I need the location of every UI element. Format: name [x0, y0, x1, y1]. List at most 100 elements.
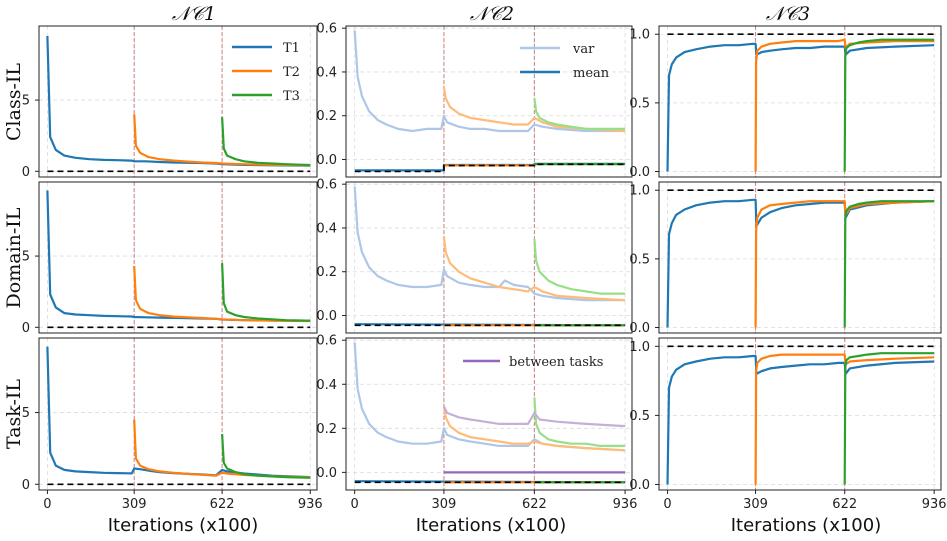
column-title-nc3: 𝒩𝒞3: [766, 3, 810, 25]
x-tick-label: 622: [522, 497, 547, 512]
panel-nc1-task-il: 0 5 0 309 622 936: [22, 337, 323, 512]
x-tick-label: 0: [351, 497, 359, 512]
legend-label-t1: T1: [283, 41, 300, 56]
x-axis-label-nc1: Iterations (x100): [108, 515, 259, 536]
x-tick-label: 622: [210, 497, 235, 512]
y-tick-label: 0.5: [629, 252, 650, 267]
x-axis-label-nc3: Iterations (x100): [731, 515, 882, 536]
y-tick-label: 0.2: [316, 109, 337, 124]
plot-frame: [38, 181, 318, 334]
panel-nc1-domain-il: 05: [22, 181, 318, 336]
x-axis-label-nc2: Iterations (x100): [416, 515, 567, 536]
panel-nc1-class-il: 05: [22, 25, 318, 180]
y-tick-label: 0.5: [629, 96, 650, 111]
plot-frame: [345, 337, 633, 491]
plot-area: [353, 30, 626, 173]
y-tick-label: 5: [22, 406, 30, 421]
y-tick-label: 0: [22, 321, 30, 336]
x-tick-label: 936: [298, 497, 323, 512]
series-line-t3: [221, 263, 311, 322]
panel-nc2-domain-il: 0.0 0.2 0.4 0.6: [316, 178, 633, 334]
y-tick-label: 0.6: [316, 22, 337, 37]
legend-label-between-tasks: between tasks: [509, 355, 603, 370]
panel-nc3-domain-il: 0.0 0.5 1.0: [629, 181, 942, 336]
column-title-nc1: 𝒩𝒞1: [172, 3, 216, 25]
plot-area: [46, 346, 311, 486]
series-line-t1: [46, 35, 311, 167]
row-title-domain-il: Domain-IL: [3, 207, 25, 308]
series-line-var-t1: [353, 30, 626, 133]
plot-frame: [38, 25, 318, 178]
x-tick-label: 622: [832, 497, 857, 512]
column-title-nc2: 𝒩𝒞2: [470, 3, 514, 25]
plot-frame: [658, 181, 942, 334]
y-tick-label: 0.2: [316, 265, 337, 280]
series-line-t3: [221, 117, 311, 167]
y-tick-label: 0.2: [316, 422, 337, 437]
series-line-var-t3: [533, 238, 626, 295]
y-tick-label: 0.0: [316, 466, 337, 481]
panel-nc2-class-il: 0.0 0.2 0.4 0.6: [316, 22, 633, 178]
y-tick-label: 0.6: [316, 178, 337, 193]
series-line-t3: [843, 352, 935, 485]
y-tick-label: 5: [22, 250, 30, 265]
plot-area: [353, 186, 626, 327]
plot-area: [666, 33, 935, 172]
reference-line: [354, 163, 626, 173]
plot-frame: [658, 337, 942, 491]
x-tick-label: 309: [432, 497, 457, 512]
series-line-t1: [46, 346, 311, 479]
y-tick-label: 0.0: [629, 478, 650, 493]
series-line-t3: [843, 38, 935, 172]
y-tick-label: 0: [22, 478, 30, 493]
y-tick-label: 0.6: [316, 334, 337, 349]
y-tick-label: 1.0: [629, 184, 650, 199]
legend-label-t3: T3: [283, 89, 300, 104]
plot-area: [46, 190, 311, 329]
y-tick-label: 0.0: [316, 153, 337, 168]
y-tick-label: 1.0: [629, 28, 650, 43]
series-line-t1: [666, 198, 935, 328]
series-line-var-t1: [353, 342, 626, 452]
series-line-t2: [754, 200, 935, 328]
plot-area: [666, 345, 935, 485]
series-line-t1: [46, 190, 311, 322]
x-tick-label: 936: [613, 497, 638, 512]
y-tick-label: 5: [22, 94, 30, 109]
y-tick-label: 0.4: [316, 65, 337, 80]
legend-nc2-task: between tasks: [463, 355, 603, 370]
series-line-t2: [754, 353, 935, 485]
y-tick-label: 0.4: [316, 378, 337, 393]
y-tick-label: 0.0: [316, 309, 337, 324]
legend-label-mean: mean: [573, 66, 610, 81]
series-line-var-t3: [533, 397, 626, 447]
x-tick-label: 309: [122, 497, 147, 512]
legend-nc2: var mean: [520, 42, 610, 81]
series-line-var-t1: [353, 186, 626, 302]
series-line-t1: [666, 42, 935, 172]
plot-frame: [345, 25, 633, 178]
series-line-t3: [843, 200, 935, 328]
legend-label-t2: T2: [283, 65, 300, 80]
series-line-t2: [133, 114, 311, 167]
x-tick-label: 0: [663, 497, 671, 512]
x-tick-label: 309: [743, 497, 768, 512]
y-tick-label: 0.5: [629, 409, 650, 424]
plot-frame: [38, 337, 318, 491]
row-title-class-il: Class-IL: [3, 63, 25, 141]
y-tick-label: 1.0: [629, 340, 650, 355]
y-tick-label: 0.0: [629, 165, 650, 180]
plot-frame: [658, 25, 942, 178]
series-line-t3: [221, 434, 311, 479]
panel-nc3-class-il: 0.0 0.5 1.0: [629, 25, 942, 180]
series-line-var-t2: [442, 236, 626, 302]
x-tick-label: 936: [922, 497, 947, 512]
series-line-var-t3: [533, 98, 626, 130]
y-tick-label: 0.0: [629, 321, 650, 336]
series-line-t1: [666, 354, 935, 485]
y-tick-label: 0.4: [316, 221, 337, 236]
legend-nc1: T1 T2 T3: [232, 41, 300, 104]
row-title-task-il: Task-IL: [3, 379, 25, 449]
